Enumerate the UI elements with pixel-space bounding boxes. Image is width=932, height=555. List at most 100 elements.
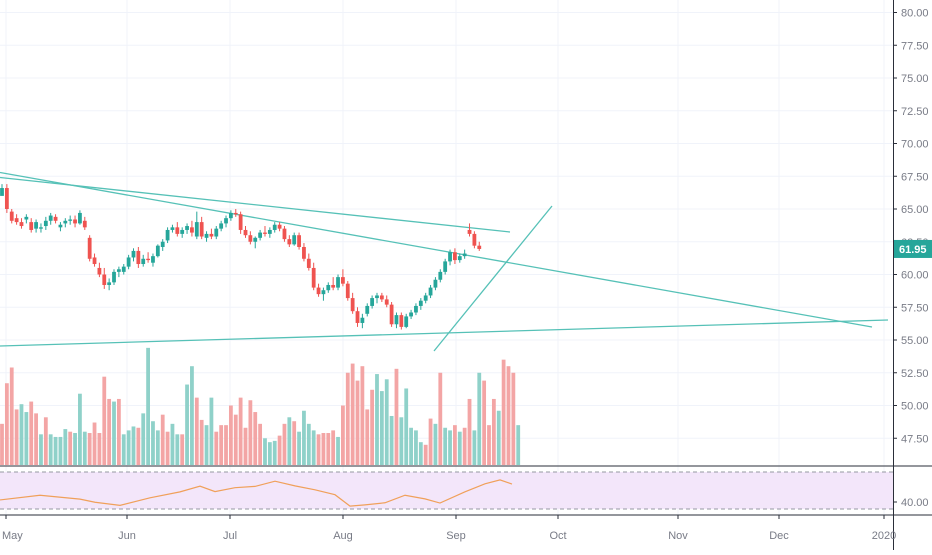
candle-body bbox=[263, 232, 267, 234]
volume-bar bbox=[482, 380, 487, 465]
candle-body bbox=[92, 257, 97, 265]
candle-body bbox=[414, 305, 418, 313]
candle-body bbox=[204, 233, 209, 238]
candle-body bbox=[224, 218, 228, 224]
volume-bar bbox=[24, 412, 29, 465]
volume-bar bbox=[131, 426, 136, 465]
candle-body bbox=[457, 256, 462, 261]
volume-bar bbox=[87, 433, 92, 465]
time-tick-label: Oct bbox=[549, 530, 566, 542]
volume-bar bbox=[29, 401, 34, 465]
candle-body bbox=[375, 295, 379, 299]
volume-bar bbox=[316, 434, 321, 465]
volume-bar bbox=[19, 404, 24, 465]
candle-body bbox=[24, 216, 29, 220]
candle-body bbox=[350, 298, 355, 312]
candle-body bbox=[209, 233, 214, 237]
volume-bar bbox=[321, 433, 326, 465]
volume-bar bbox=[258, 423, 263, 465]
volume-bar bbox=[277, 435, 282, 465]
volume-bar bbox=[375, 374, 379, 465]
candle-body bbox=[326, 284, 331, 291]
candle-body bbox=[73, 219, 77, 224]
volume-bar bbox=[146, 347, 150, 465]
candle-body bbox=[146, 258, 150, 261]
candle-body bbox=[180, 229, 185, 234]
candle-body bbox=[19, 222, 24, 227]
volume-bar bbox=[180, 434, 185, 465]
time-tick-label: Dec bbox=[769, 530, 789, 542]
volume-bar bbox=[457, 431, 462, 465]
volume-bar bbox=[238, 397, 243, 465]
candle-body bbox=[58, 224, 63, 228]
candle-body bbox=[448, 252, 452, 262]
volume-bar bbox=[92, 422, 97, 465]
candle-body bbox=[472, 233, 477, 246]
volume-bar bbox=[219, 425, 224, 465]
volume-bar bbox=[336, 436, 340, 465]
volume-bar bbox=[409, 427, 413, 465]
volume-bar bbox=[39, 434, 43, 465]
time-tick-label: Nov bbox=[668, 530, 688, 542]
volume-bar bbox=[414, 430, 418, 465]
volume-bar bbox=[141, 413, 146, 465]
volume-bars bbox=[0, 347, 521, 465]
candle-body bbox=[151, 256, 155, 263]
volume-bar bbox=[428, 418, 433, 465]
candle-body bbox=[228, 212, 233, 219]
volume-bar bbox=[511, 372, 516, 465]
candle-body bbox=[287, 239, 292, 245]
volume-bar bbox=[228, 405, 233, 465]
volume-bar bbox=[185, 384, 189, 465]
volume-bar bbox=[433, 423, 438, 465]
price-tick-label: 72.50 bbox=[901, 106, 929, 118]
volume-bar bbox=[233, 414, 238, 465]
volume-bar bbox=[78, 393, 82, 465]
price-tick-label: 77.50 bbox=[901, 40, 929, 52]
candle-body bbox=[389, 304, 394, 325]
candle-body bbox=[477, 245, 482, 249]
candle-body bbox=[243, 229, 248, 236]
candle-body bbox=[131, 250, 136, 258]
candle-body bbox=[170, 227, 175, 230]
time-tick-label: Aug bbox=[333, 530, 353, 542]
volume-bar bbox=[467, 398, 472, 465]
candle-body bbox=[0, 188, 4, 196]
candle-body bbox=[331, 284, 336, 288]
volume-bar bbox=[136, 427, 141, 465]
candle-body bbox=[394, 315, 399, 325]
volume-bar bbox=[360, 366, 365, 465]
volume-bar bbox=[443, 427, 448, 465]
volume-bar bbox=[73, 433, 77, 465]
candle-body bbox=[63, 220, 68, 224]
candle-body bbox=[68, 219, 73, 221]
candle-body bbox=[311, 267, 316, 288]
candle-body bbox=[316, 287, 321, 295]
time-tick-label: Sep bbox=[446, 530, 466, 542]
candle-body bbox=[102, 274, 107, 285]
trendlines[interactable] bbox=[0, 171, 889, 352]
candle-body bbox=[190, 227, 194, 233]
volume-bar bbox=[331, 430, 336, 465]
volume-bar bbox=[165, 431, 170, 465]
candle-body bbox=[39, 227, 43, 229]
volume-bar bbox=[496, 410, 501, 465]
price-tick-label: 57.50 bbox=[901, 302, 929, 314]
volume-bar bbox=[82, 431, 87, 465]
price-tick-label: 75.00 bbox=[901, 73, 929, 85]
candle-body bbox=[438, 271, 443, 280]
candle-body bbox=[418, 300, 423, 306]
candle-body bbox=[175, 227, 180, 234]
candle-body bbox=[277, 224, 282, 229]
volume-bar bbox=[472, 430, 477, 465]
time-tick-label: May bbox=[2, 530, 23, 542]
price-tick-label: 52.50 bbox=[901, 368, 929, 380]
volume-bar bbox=[399, 417, 404, 465]
volume-bar bbox=[190, 366, 194, 465]
price-tick-label: 60.00 bbox=[901, 270, 929, 282]
volume-bar bbox=[199, 419, 204, 465]
candle-body bbox=[345, 283, 350, 299]
